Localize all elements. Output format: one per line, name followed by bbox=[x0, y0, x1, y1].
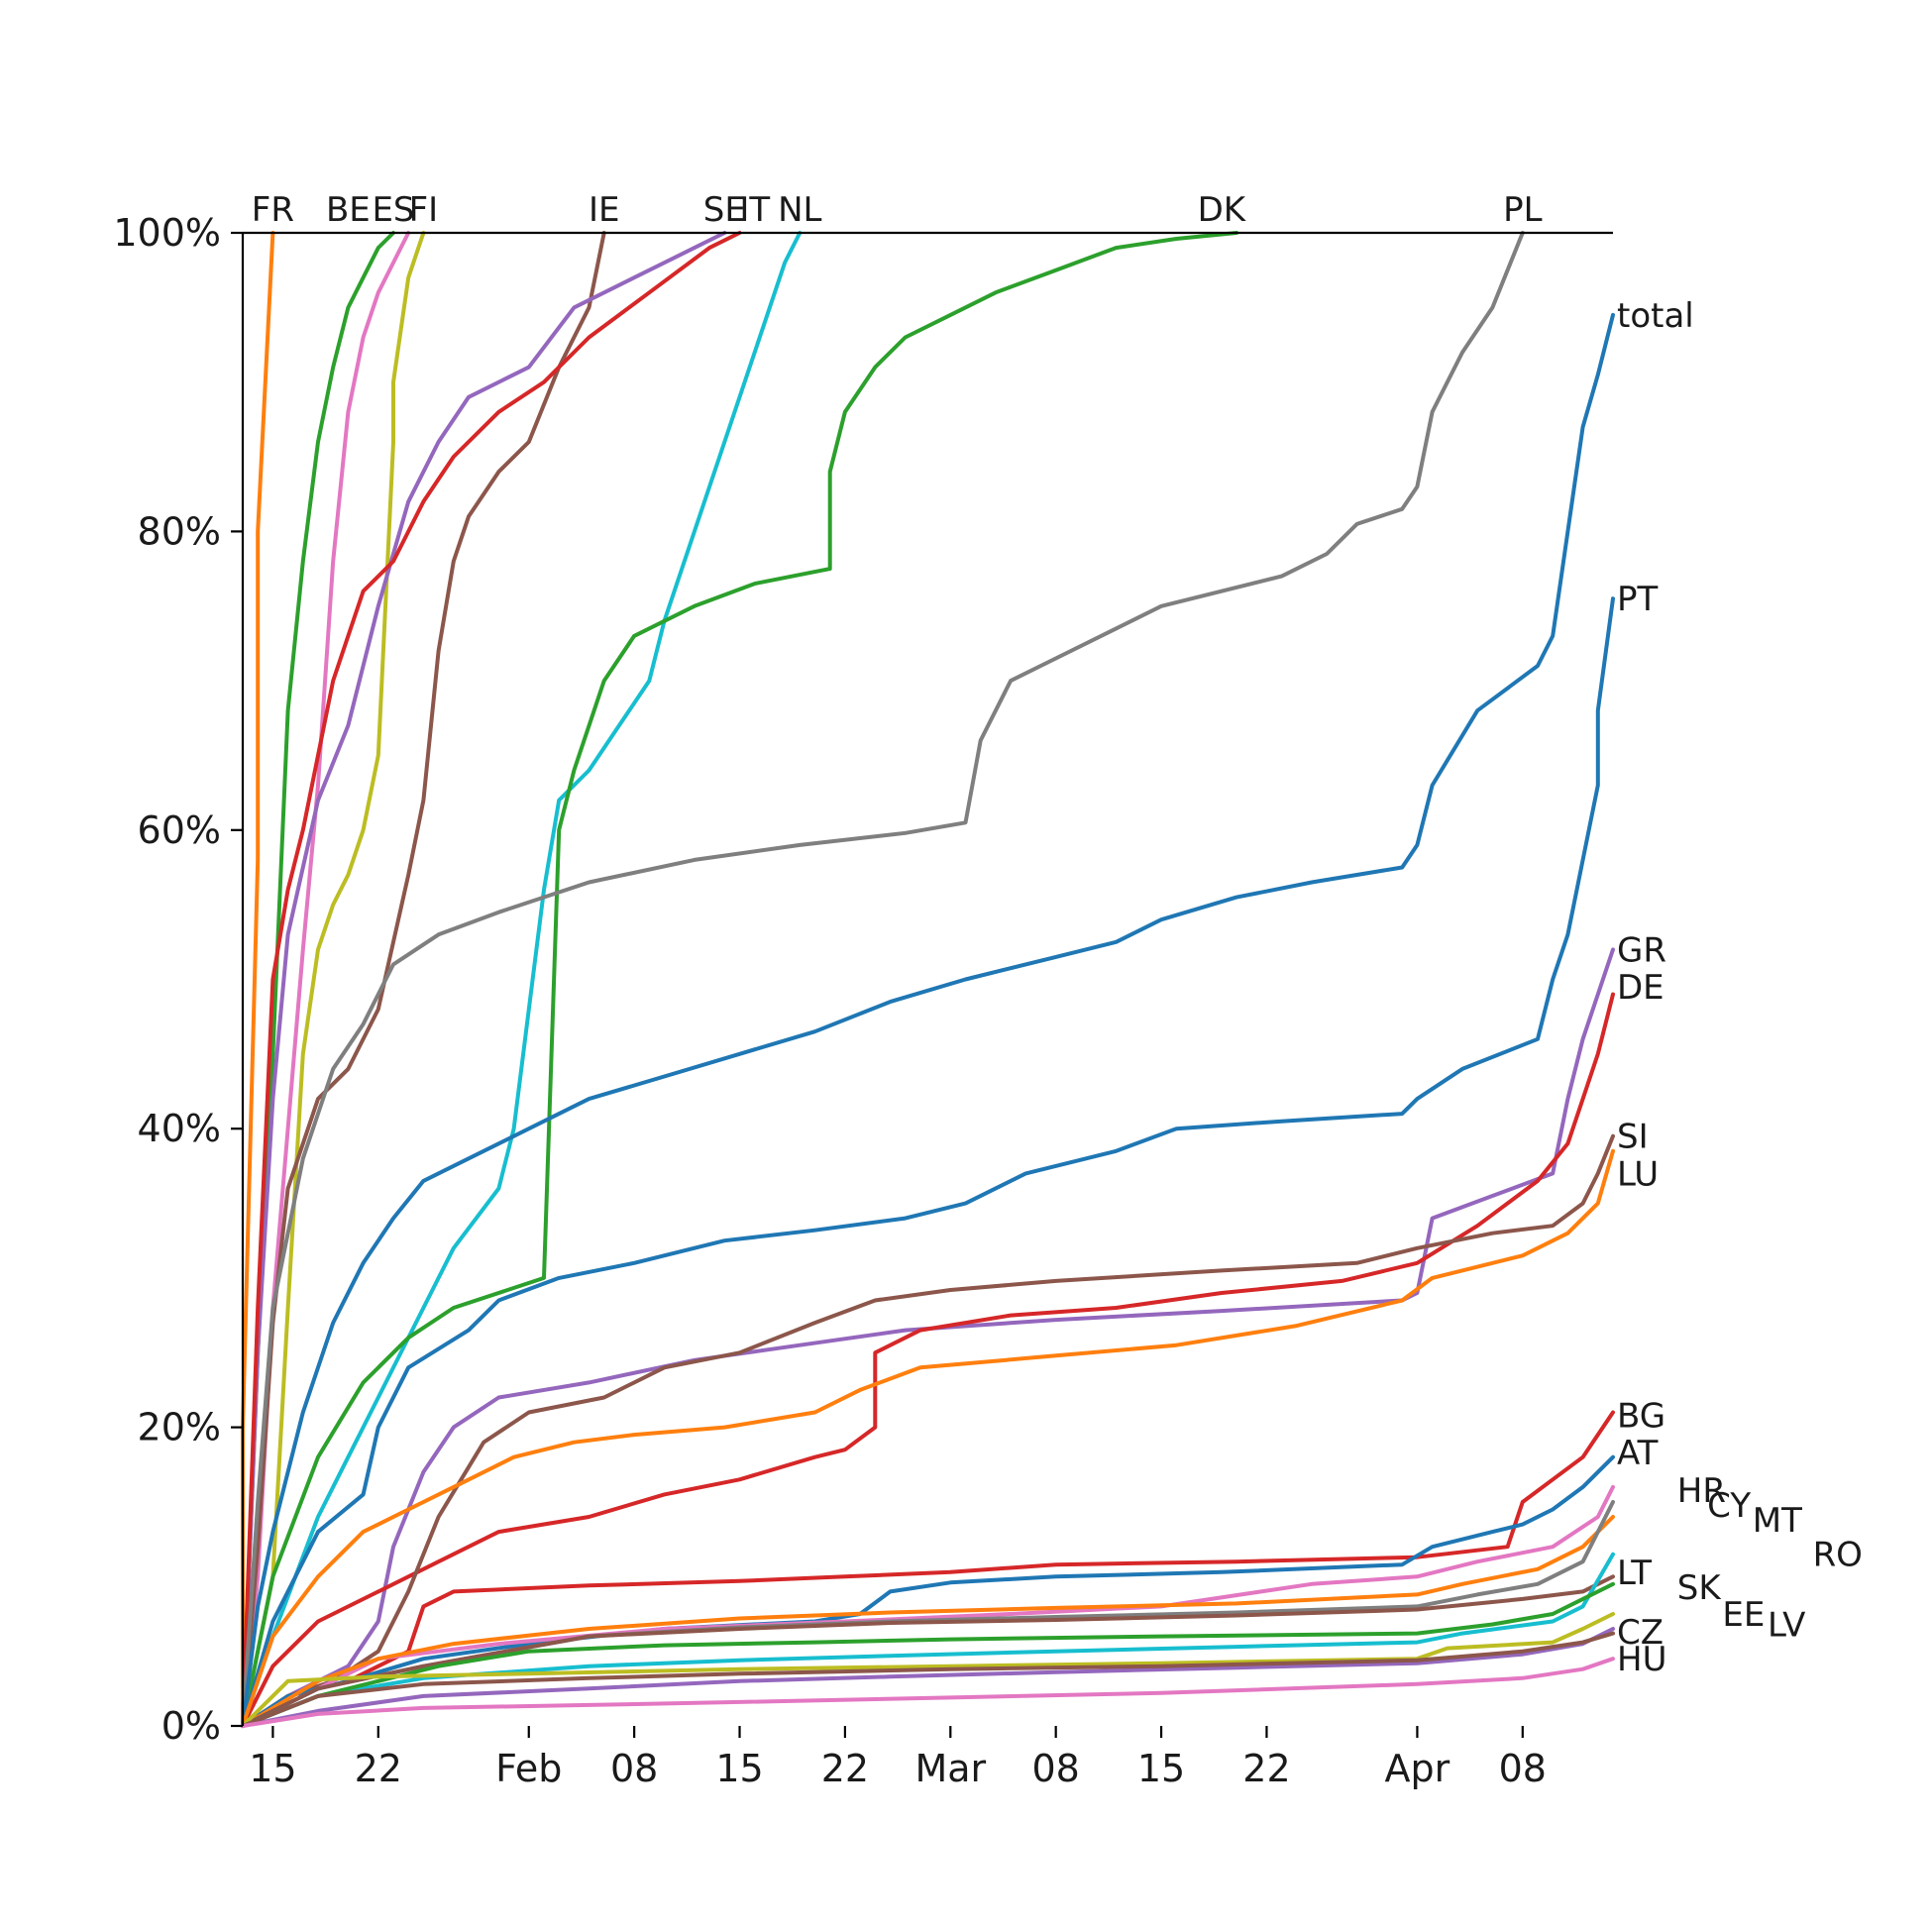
x-tick-label: 22 bbox=[821, 1747, 869, 1790]
y-tick-label: 60% bbox=[138, 808, 221, 852]
series-line-at bbox=[241, 1454, 1615, 1728]
end-label-bg: BG bbox=[1617, 1397, 1665, 1437]
top-label-ie: IE bbox=[589, 190, 620, 230]
top-label-nl: NL bbox=[778, 190, 821, 230]
end-label-hr: HR bbox=[1677, 1471, 1726, 1511]
end-label-mt: MT bbox=[1753, 1501, 1802, 1541]
series-line-dk bbox=[241, 231, 1239, 1728]
x-tick-label: 22 bbox=[1242, 1747, 1290, 1790]
top-label-it: IT bbox=[739, 190, 770, 230]
y-axis-ticks: 0% 20% 40% 60% 80% 100% bbox=[113, 211, 243, 1748]
top-label-es: ES bbox=[372, 190, 414, 230]
end-label-ee: EE bbox=[1722, 1595, 1765, 1635]
y-tick-label: 100% bbox=[113, 211, 221, 255]
series-line-pl bbox=[241, 231, 1525, 1728]
x-tick-label: 08 bbox=[610, 1747, 658, 1790]
series-line-cz bbox=[241, 1631, 1615, 1728]
series-line-si bbox=[241, 1133, 1615, 1728]
series-line-bg bbox=[241, 1410, 1615, 1728]
series-line-total bbox=[241, 312, 1615, 1728]
y-tick-label: 80% bbox=[138, 509, 221, 553]
end-label-lt: LT bbox=[1617, 1554, 1652, 1593]
series-line-lu bbox=[241, 1148, 1615, 1728]
x-tick-label: 15 bbox=[249, 1747, 296, 1790]
series-line-ro bbox=[241, 1574, 1615, 1728]
end-label-lv: LV bbox=[1768, 1606, 1805, 1646]
x-axis-ticks: 15 22 Feb 08 15 22 Mar 08 15 22 Apr 08 bbox=[249, 1726, 1547, 1790]
y-tick-label: 20% bbox=[138, 1406, 221, 1449]
end-label-gr: GR bbox=[1617, 930, 1666, 970]
series-line-hu bbox=[241, 1657, 1615, 1728]
top-label-fi: FI bbox=[409, 190, 439, 230]
y-tick-label: 40% bbox=[138, 1107, 221, 1150]
end-label-total: total bbox=[1617, 296, 1694, 336]
series-line-lv bbox=[241, 1627, 1615, 1728]
x-tick-label: Feb bbox=[495, 1747, 562, 1790]
end-label-pt: PT bbox=[1617, 580, 1659, 619]
series-line-ie bbox=[241, 231, 606, 1728]
top-label-se: SE bbox=[703, 190, 746, 230]
end-label-de: DE bbox=[1617, 968, 1664, 1008]
series-line-fi bbox=[241, 231, 426, 1728]
x-tick-label: Apr bbox=[1385, 1747, 1450, 1790]
x-tick-label: 08 bbox=[1499, 1747, 1547, 1790]
x-tick-label: Mar bbox=[914, 1747, 986, 1790]
series-line-de bbox=[241, 992, 1615, 1728]
series-line-lt bbox=[241, 1552, 1615, 1728]
series-line-pt bbox=[241, 596, 1615, 1728]
x-tick-label: 22 bbox=[355, 1747, 402, 1790]
x-tick-label: 08 bbox=[1032, 1747, 1080, 1790]
x-tick-label: 15 bbox=[715, 1747, 763, 1790]
x-tick-label: 15 bbox=[1137, 1747, 1185, 1790]
end-label-ro: RO bbox=[1813, 1536, 1863, 1575]
series-line-nl bbox=[241, 231, 803, 1728]
y-tick-label: 0% bbox=[161, 1704, 221, 1748]
end-label-cy: CY bbox=[1707, 1486, 1751, 1526]
end-label-sk: SK bbox=[1677, 1568, 1723, 1608]
top-label-fr: FR bbox=[252, 190, 294, 230]
top-label-be: BE bbox=[326, 190, 371, 230]
series-line-sk bbox=[241, 1581, 1615, 1728]
series-line-cy bbox=[241, 1515, 1615, 1728]
end-label-hu: HU bbox=[1617, 1640, 1666, 1679]
series-line-se bbox=[241, 231, 727, 1728]
top-label-dk: DK bbox=[1198, 190, 1247, 230]
top-label-pl: PL bbox=[1503, 190, 1543, 230]
series-line-ee bbox=[241, 1612, 1615, 1728]
series-line-it bbox=[241, 231, 742, 1728]
end-label-cz: CZ bbox=[1617, 1613, 1664, 1653]
series-layer bbox=[241, 231, 1615, 1728]
end-label-at: AT bbox=[1617, 1434, 1659, 1473]
series-line-mt bbox=[241, 1500, 1615, 1728]
series-line-be bbox=[241, 231, 395, 1728]
series-line-gr bbox=[241, 947, 1615, 1728]
end-label-lu: LU bbox=[1617, 1154, 1659, 1194]
end-label-si: SI bbox=[1617, 1118, 1649, 1157]
